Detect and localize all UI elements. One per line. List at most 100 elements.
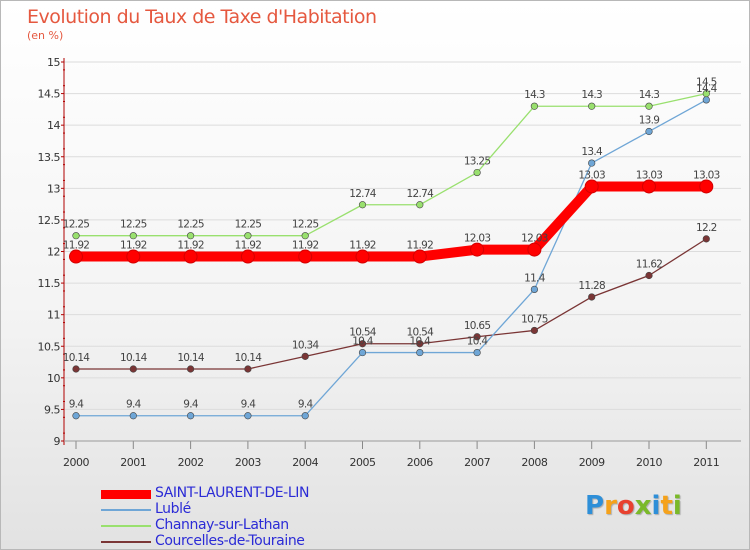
data-label: 10.14 (235, 352, 263, 364)
series-point (301, 412, 309, 420)
series-point (645, 102, 653, 110)
series-line-1 (75, 99, 707, 417)
x-tick-label: 2007 (464, 456, 490, 469)
series-point (530, 326, 539, 335)
series-point (72, 232, 80, 240)
series-point (645, 271, 653, 280)
data-label: 11.62 (636, 259, 663, 271)
series-point (530, 102, 539, 110)
series-point (473, 333, 481, 341)
series-point (645, 127, 653, 136)
data-label: 9.4 (69, 399, 85, 411)
chart-title: Evolution du Taux de Taxe d'Habitation (27, 6, 377, 28)
data-label: 13.03 (636, 169, 663, 181)
legend-swatch (101, 489, 151, 499)
series-point (183, 249, 198, 264)
data-label: 9.4 (241, 399, 257, 411)
x-tick-label: 2008 (521, 456, 547, 469)
data-label: 12.25 (292, 219, 319, 231)
data-label: 12.74 (349, 188, 377, 200)
logo-letter: r (604, 491, 617, 521)
logo-letter: i (651, 491, 661, 521)
series-point (301, 352, 309, 360)
data-label: 10.54 (407, 327, 435, 339)
legend-label: Courcelles-de-Touraine (155, 533, 305, 549)
series-point (358, 340, 367, 348)
series-point (244, 412, 252, 420)
data-label: 11.92 (235, 240, 262, 252)
series-point (702, 89, 710, 98)
x-tick-label: 2006 (407, 456, 433, 469)
logo-letter: t (660, 491, 673, 521)
y-tick-label: 10 (47, 372, 60, 385)
y-tick-label: 13 (47, 182, 60, 195)
legend-swatch (101, 541, 151, 543)
data-label: 11.92 (63, 240, 90, 252)
data-label: 12.25 (63, 219, 90, 231)
chart-subtitle: (en %) (27, 29, 64, 42)
data-label: 14.3 (639, 89, 660, 101)
data-label: 14.3 (524, 89, 545, 101)
data-label: 11.28 (578, 280, 605, 292)
data-label: 10.4 (352, 336, 374, 348)
series-point (358, 348, 367, 357)
y-tick-label: 11 (47, 309, 60, 322)
series-point (129, 412, 137, 420)
data-label: 13.9 (639, 114, 660, 126)
data-label: 14.5 (696, 77, 717, 89)
data-label: 11.92 (120, 240, 147, 252)
y-tick-label: 13.5 (38, 151, 61, 164)
series-point (642, 179, 656, 194)
series-line-0 (71, 181, 712, 262)
series-point (530, 285, 539, 294)
y-tick-label: 11.5 (38, 277, 61, 290)
series-point (527, 242, 542, 257)
data-label: 10.14 (120, 352, 148, 364)
y-tick-label: 14.5 (38, 88, 61, 101)
series-point (301, 232, 309, 240)
series-point (412, 249, 427, 264)
series-point (298, 249, 313, 264)
data-label: 13.4 (581, 146, 603, 158)
logo-letter: i (672, 491, 682, 521)
series-point (187, 412, 195, 420)
data-label: 11.92 (407, 240, 434, 252)
x-tick-label: 2002 (178, 456, 204, 469)
series-line-2 (75, 92, 707, 237)
x-tick-label: 2009 (579, 456, 605, 469)
legend-swatch (101, 509, 151, 511)
series-point (416, 348, 424, 357)
data-label: 13.03 (693, 169, 720, 181)
series-point (588, 102, 596, 110)
series-point (473, 168, 481, 177)
data-label: 10.54 (349, 327, 377, 339)
series-point (588, 293, 596, 301)
data-label: 11.92 (349, 240, 376, 252)
series-point (69, 249, 83, 264)
x-tick-label: 2003 (235, 456, 261, 469)
y-tick-label: 15 (47, 56, 60, 69)
series-point (588, 159, 596, 167)
data-label: 10.65 (464, 320, 491, 332)
series-point (355, 249, 370, 264)
data-label: 13.03 (578, 169, 605, 181)
x-tick-label: 2001 (120, 456, 146, 469)
legend-swatch (101, 525, 151, 527)
data-label: 14.4 (696, 83, 718, 95)
data-label: 10.34 (292, 339, 320, 351)
series-point (187, 365, 195, 373)
series-point (702, 235, 710, 243)
data-label: 10.14 (63, 352, 91, 364)
data-label: 12.74 (407, 188, 435, 200)
logo-letter: x (634, 491, 652, 521)
series-point (240, 249, 255, 264)
series-point (72, 412, 80, 420)
x-tick-label: 2011 (693, 456, 719, 469)
x-tick-label: 2004 (292, 456, 318, 469)
data-label: 9.4 (183, 399, 199, 411)
series-point (244, 365, 252, 373)
x-tick-label: 2010 (636, 456, 662, 469)
y-tick-label: 10.5 (38, 340, 61, 353)
